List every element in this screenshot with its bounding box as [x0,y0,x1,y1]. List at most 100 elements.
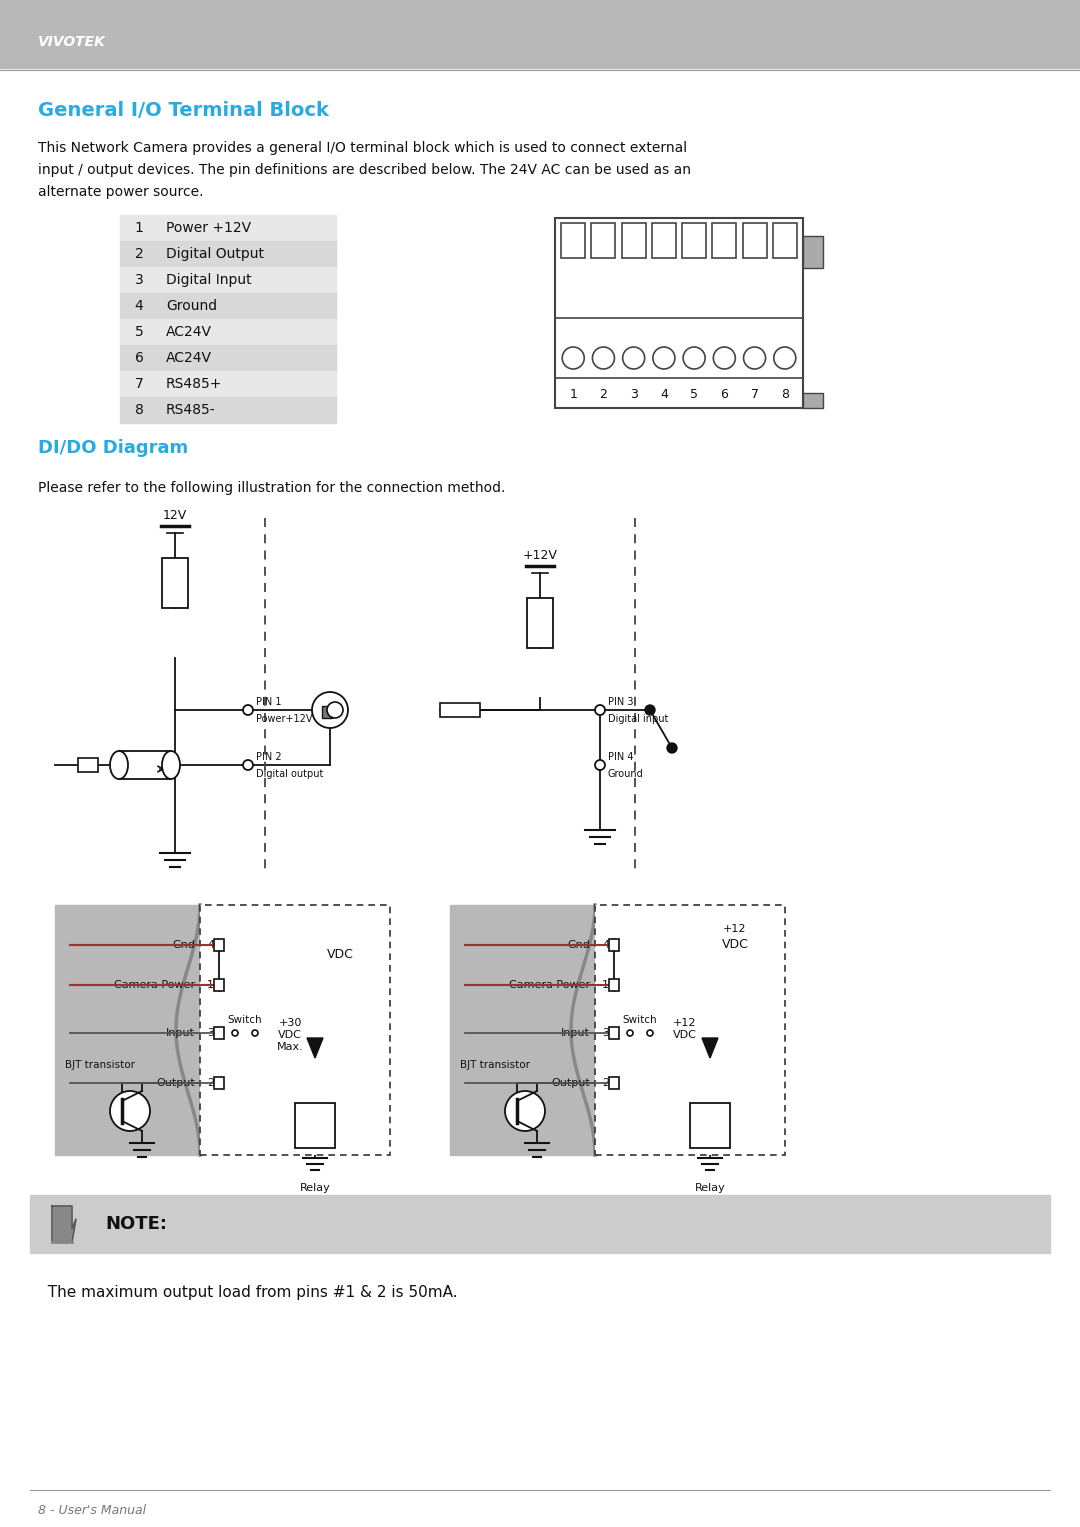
Text: 1: 1 [207,980,214,989]
Bar [214,1077,224,1089]
Text: Output: Output [157,1078,195,1089]
Text: 6: 6 [135,351,144,365]
Text: Ground: Ground [608,770,644,779]
Bar [120,241,336,267]
Text: Please refer to the following illustration for the connection method.: Please refer to the following illustrati… [38,481,505,495]
Bar [609,979,619,991]
Text: 3: 3 [630,388,637,400]
Bar [214,1028,224,1038]
Text: PIN 1: PIN 1 [256,696,282,707]
Circle shape [110,1090,150,1132]
Text: +30: +30 [279,1019,301,1028]
Text: Relay: Relay [694,1183,726,1193]
Circle shape [645,705,654,715]
Circle shape [653,347,675,370]
Circle shape [243,705,253,715]
Bar [120,397,336,423]
Text: PIN 3: PIN 3 [608,696,634,707]
Text: BJT transistor: BJT transistor [460,1060,530,1070]
Bar [78,757,98,773]
Bar [609,1028,619,1038]
Text: 1: 1 [602,980,609,989]
Bar [214,979,224,991]
Text: 5: 5 [690,388,698,400]
Text: Max.: Max. [276,1041,303,1052]
Text: +12: +12 [673,1019,697,1028]
Ellipse shape [110,751,129,779]
Bar [562,223,585,258]
Bar [555,218,804,408]
Text: 2: 2 [602,1078,609,1089]
Bar [120,319,336,345]
Text: Switch: Switch [228,1015,262,1025]
Circle shape [505,1090,545,1132]
Text: alternate power source.: alternate power source. [38,185,203,199]
Text: +12V: +12V [523,550,557,562]
Circle shape [593,347,615,370]
Text: 5: 5 [135,325,144,339]
Text: 8: 8 [135,403,144,417]
Bar [592,223,616,258]
Bar [120,371,336,397]
Bar [120,267,336,293]
Circle shape [627,1031,633,1035]
Circle shape [595,705,605,715]
Text: This Network Camera provides a general I/O terminal block which is used to conne: This Network Camera provides a general I… [38,140,687,156]
Text: 3: 3 [135,273,144,287]
Ellipse shape [162,751,180,779]
Text: RS485+: RS485+ [166,377,222,391]
Text: 8 - User's Manual: 8 - User's Manual [38,1504,146,1516]
Circle shape [563,347,584,370]
Circle shape [327,702,343,718]
Text: VDC: VDC [278,1031,302,1040]
Text: 1: 1 [569,388,577,400]
Text: Ground: Ground [166,299,217,313]
Bar [30,1196,1050,1254]
Bar [527,599,553,647]
Text: VDC: VDC [673,1031,697,1040]
Polygon shape [307,1038,323,1058]
Text: VDC: VDC [326,948,353,962]
Bar [450,906,595,1154]
Text: 8: 8 [781,388,788,400]
Text: Digital input: Digital input [608,715,669,724]
Text: 12V: 12V [163,508,187,522]
Text: The maximum output load from pins #1 & 2 is 50mA.: The maximum output load from pins #1 & 2… [38,1286,458,1301]
Circle shape [252,1031,258,1035]
Bar [595,906,785,1154]
Circle shape [595,760,605,770]
Bar [804,392,823,408]
Circle shape [232,1031,238,1035]
Text: Gnd: Gnd [567,941,590,950]
Text: DI/DO Diagram: DI/DO Diagram [38,438,188,457]
Text: Input: Input [562,1028,590,1038]
Text: Switch: Switch [623,1015,658,1025]
Text: 2: 2 [599,388,607,400]
Text: Camera Power: Camera Power [113,980,195,989]
Text: Output: Output [551,1078,590,1089]
Text: Input: Input [166,1028,195,1038]
Text: 4: 4 [135,299,144,313]
Bar [622,223,646,258]
Text: 4: 4 [660,388,667,400]
Bar [713,223,737,258]
Polygon shape [52,1206,76,1241]
Bar [683,223,706,258]
Text: VDC: VDC [721,939,748,951]
Bar [295,1102,335,1148]
Text: PIN 4: PIN 4 [608,751,634,762]
Bar [0,0,1080,69]
Text: Gnd: Gnd [172,941,195,950]
Text: Power +12V: Power +12V [166,221,252,235]
Bar [120,215,336,241]
Circle shape [667,744,677,753]
Text: 4: 4 [602,941,609,950]
Text: input / output devices. The pin definitions are described below. The 24V AC can : input / output devices. The pin definiti… [38,163,691,177]
Bar [214,939,224,951]
Text: 3: 3 [207,1028,214,1038]
Text: Digital Output: Digital Output [166,247,264,261]
Text: RS485-: RS485- [166,403,216,417]
Text: General I/O Terminal Block: General I/O Terminal Block [38,101,329,119]
Bar [609,1077,619,1089]
Text: VIVOTEK: VIVOTEK [38,35,106,49]
